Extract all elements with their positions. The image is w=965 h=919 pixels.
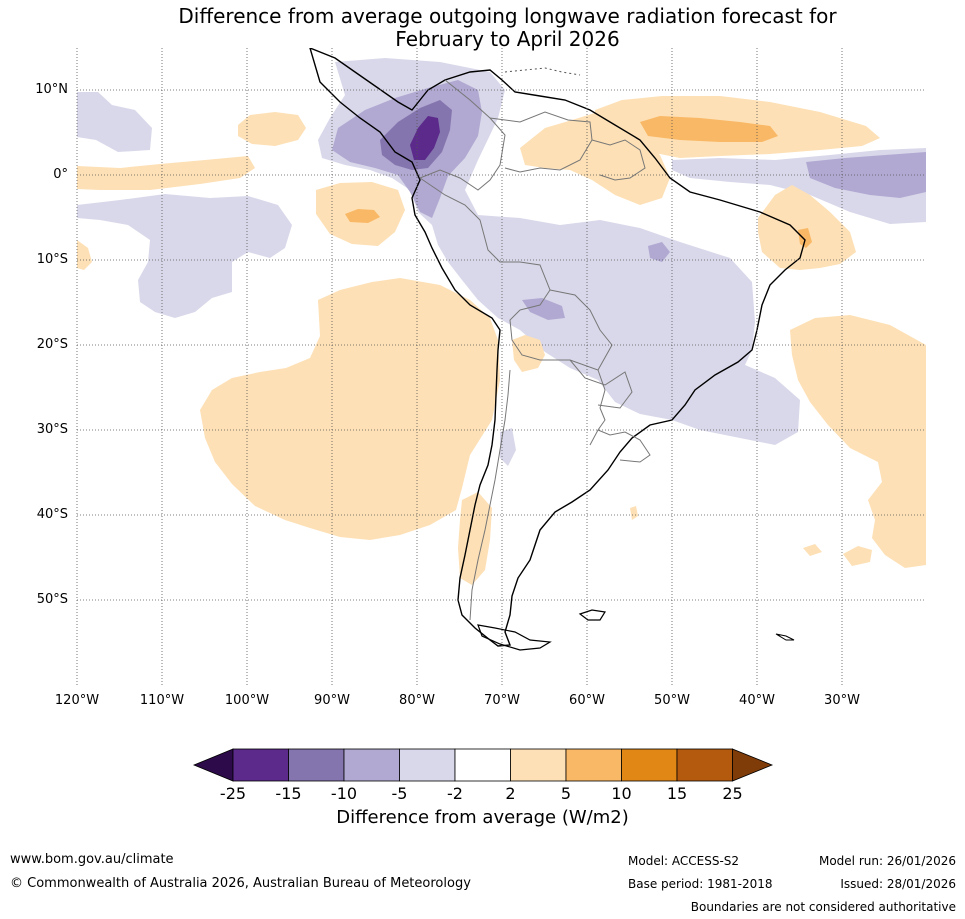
- footer-model-run: Model run: 26/01/2026: [818, 854, 956, 868]
- anomaly-pos-light-equatorial-pacific: [77, 156, 255, 190]
- anomaly-neg-extreme-colombia: [410, 116, 440, 160]
- anomaly-pos-light-western-edge: [77, 240, 92, 270]
- colorbar-tick-neg5: -5: [391, 784, 408, 803]
- border-chile-argentina: [469, 369, 511, 621]
- border-argentina-brazil: [589, 407, 606, 446]
- colorbar-tick-neg2: -2: [447, 784, 463, 803]
- border-bolivia: [509, 309, 606, 409]
- footer-base-period: Base period: 1981-2018: [628, 877, 773, 891]
- anomaly-pos-light-south-atlantic: [790, 315, 926, 568]
- colorbar-tick-neg10: -10: [330, 784, 358, 803]
- anomaly-neg-light-south-brazil: [500, 428, 516, 466]
- anomaly-pos-mid-northeast-brazil: [798, 228, 812, 248]
- border-colombia: [419, 79, 506, 191]
- national-borders: [419, 79, 651, 621]
- lat-label-0: 0°: [53, 167, 68, 182]
- footer-issued: Issued: 28/01/2026: [840, 877, 956, 891]
- lat-label-10S: 10°S: [36, 252, 68, 267]
- lat-label-10N: 10°N: [35, 82, 68, 97]
- border-paraguay: [569, 359, 633, 409]
- anomaly-pos-light-south-atlantic-dot: [803, 544, 822, 556]
- colorbar-tick-neg25: -25: [219, 784, 247, 803]
- lon-label-30W: 30°W: [824, 693, 860, 708]
- lon-label-70W: 70°W: [484, 693, 520, 708]
- footer-disclaimer: Boundaries are not considered authoritat…: [690, 900, 956, 914]
- colorbar-swatch-15-to-10: [288, 748, 345, 782]
- lon-label-100W: 100°W: [224, 693, 270, 708]
- border-uruguay: [597, 429, 651, 463]
- lon-label-60W: 60°W: [569, 693, 605, 708]
- chart-title-line1: Difference from average outgoing longwav…: [178, 4, 837, 28]
- anomaly-pos-mid-north-atlantic: [640, 116, 778, 142]
- falkland-islands: [578, 609, 606, 621]
- colorbar-swatch-above-25: [732, 748, 774, 782]
- colorbar-swatch-15-to-25: [676, 748, 733, 782]
- colorbar-tick-pos15: 15: [666, 784, 688, 803]
- colorbar-tick-pos25: 25: [722, 784, 743, 803]
- colorbar-tick-neg15: -15: [275, 784, 302, 803]
- lat-label-40S: 40°S: [36, 507, 68, 522]
- lon-label-120W: 120°W: [54, 693, 100, 708]
- colorbar: [192, 748, 774, 782]
- anomaly-neg-light-north-pacific: [77, 92, 152, 152]
- south-america-coastline: [309, 48, 806, 647]
- coastlines: [309, 48, 806, 651]
- south-georgia: [775, 633, 795, 641]
- colorbar-swatch-5-to-10: [565, 748, 622, 782]
- lon-label-50W: 50°W: [654, 693, 690, 708]
- anomaly-pos-light-uruguay-coast: [630, 506, 638, 520]
- anomaly-pos-light-northeast-brazil: [758, 185, 856, 270]
- colorbar-swatch-10-to-5: [343, 748, 400, 782]
- lon-label-80W: 80°W: [399, 693, 435, 708]
- colorbar-swatch-5-to-2: [399, 748, 456, 782]
- anomaly-neg-light-eastern-pacific: [77, 194, 292, 318]
- footer-website: www.bom.gov.au/climate: [10, 852, 174, 867]
- lat-label-30S: 30°S: [36, 422, 68, 437]
- anomaly-neg-mid-amazon-north: [648, 242, 670, 262]
- anomaly-pos-light-patagonia: [458, 492, 492, 585]
- lon-label-40W: 40°W: [739, 693, 775, 708]
- anomaly-pos-light-southeast-pacific: [200, 278, 500, 540]
- lon-label-110W: 110°W: [139, 693, 185, 708]
- anomaly-pos-light-south-atlantic-isle: [843, 546, 872, 566]
- colorbar-tick-pos2: 2: [505, 784, 516, 803]
- colorbar-swatch-2-to-5: [510, 748, 567, 782]
- border-bolivia-brazil: [549, 289, 613, 371]
- graticule: [76, 48, 926, 685]
- chart-title-line2: February to April 2026: [395, 27, 620, 51]
- anomaly-pos-light-north-pacific: [238, 112, 306, 146]
- colorbar-swatch-2-to-2: [454, 748, 511, 782]
- anomaly-pos-light-bolivia: [512, 335, 545, 372]
- lat-label-50S: 50°S: [36, 592, 68, 607]
- colorbar-tick-pos10: 10: [611, 784, 632, 803]
- lon-label-90W: 90°W: [314, 693, 350, 708]
- tierra-del-fuego: [477, 624, 552, 651]
- border-peru: [419, 177, 551, 311]
- anomaly-field: [77, 58, 926, 585]
- colorbar-swatch-10-to-15: [621, 748, 678, 782]
- border-guianas: [591, 139, 646, 181]
- anomaly-pos-mid-galapagos: [345, 209, 380, 223]
- colorbar-swatch-below-25: [192, 748, 234, 782]
- colorbar-tick-pos5: 5: [560, 784, 572, 803]
- anomaly-neg-mid-amazon-south: [522, 298, 565, 320]
- footer-copyright: © Commonwealth of Australia 2026, Austra…: [10, 876, 471, 891]
- caribbean-islands: [504, 67, 581, 76]
- colorbar-swatch-25-to-15: [232, 748, 289, 782]
- footer-model: Model: ACCESS-S2: [628, 854, 740, 868]
- lat-label-20S: 20°S: [36, 337, 68, 352]
- colorbar-label: Difference from average (W/m2): [336, 807, 629, 828]
